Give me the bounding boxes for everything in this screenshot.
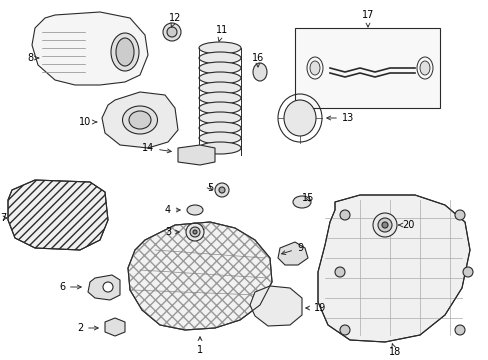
Polygon shape	[317, 195, 469, 342]
Ellipse shape	[186, 205, 203, 215]
Text: 3: 3	[164, 227, 179, 237]
Polygon shape	[102, 92, 178, 148]
Circle shape	[454, 210, 464, 220]
Ellipse shape	[199, 122, 241, 134]
Text: 10: 10	[79, 117, 97, 127]
Ellipse shape	[199, 82, 241, 94]
Ellipse shape	[116, 38, 134, 66]
Circle shape	[381, 222, 387, 228]
Ellipse shape	[199, 142, 241, 154]
Text: 1: 1	[197, 337, 203, 355]
Text: 5: 5	[206, 183, 213, 193]
Circle shape	[377, 218, 391, 232]
Polygon shape	[249, 286, 302, 326]
Text: 6: 6	[59, 282, 81, 292]
Ellipse shape	[252, 63, 266, 81]
Ellipse shape	[199, 72, 241, 84]
Ellipse shape	[199, 42, 241, 54]
Polygon shape	[128, 222, 271, 330]
Ellipse shape	[419, 61, 429, 75]
Circle shape	[193, 230, 197, 234]
Ellipse shape	[199, 92, 241, 104]
Circle shape	[454, 325, 464, 335]
Circle shape	[167, 27, 177, 37]
Circle shape	[339, 210, 349, 220]
Circle shape	[163, 23, 181, 41]
Circle shape	[462, 267, 472, 277]
Polygon shape	[88, 275, 120, 300]
Text: 14: 14	[142, 143, 171, 153]
Polygon shape	[178, 145, 215, 165]
Text: 4: 4	[164, 205, 180, 215]
Ellipse shape	[129, 111, 151, 129]
Ellipse shape	[111, 33, 139, 71]
Ellipse shape	[309, 61, 319, 75]
Circle shape	[190, 227, 200, 237]
Polygon shape	[8, 180, 108, 250]
Ellipse shape	[199, 62, 241, 74]
Ellipse shape	[284, 100, 315, 136]
Bar	[294, 28, 439, 108]
Text: 17: 17	[361, 10, 373, 27]
Text: 2: 2	[77, 323, 98, 333]
Ellipse shape	[199, 52, 241, 64]
Polygon shape	[278, 242, 307, 265]
Circle shape	[339, 325, 349, 335]
Circle shape	[215, 183, 228, 197]
Text: 15: 15	[301, 193, 314, 203]
Text: 16: 16	[251, 53, 264, 67]
Ellipse shape	[199, 112, 241, 124]
Text: 11: 11	[215, 25, 228, 41]
Polygon shape	[105, 318, 125, 336]
Ellipse shape	[122, 106, 157, 134]
Ellipse shape	[199, 132, 241, 144]
Ellipse shape	[199, 102, 241, 114]
Text: 9: 9	[281, 243, 303, 255]
Text: 8: 8	[27, 53, 39, 63]
Text: 12: 12	[168, 13, 181, 27]
Ellipse shape	[292, 196, 310, 208]
Circle shape	[372, 213, 396, 237]
Text: 13: 13	[326, 113, 353, 123]
Circle shape	[219, 187, 224, 193]
Text: 19: 19	[305, 303, 325, 313]
Circle shape	[103, 282, 113, 292]
Text: 18: 18	[388, 344, 400, 357]
Text: 20: 20	[398, 220, 413, 230]
Text: 7: 7	[0, 213, 7, 223]
Polygon shape	[32, 12, 148, 85]
Circle shape	[185, 223, 203, 241]
Circle shape	[334, 267, 345, 277]
